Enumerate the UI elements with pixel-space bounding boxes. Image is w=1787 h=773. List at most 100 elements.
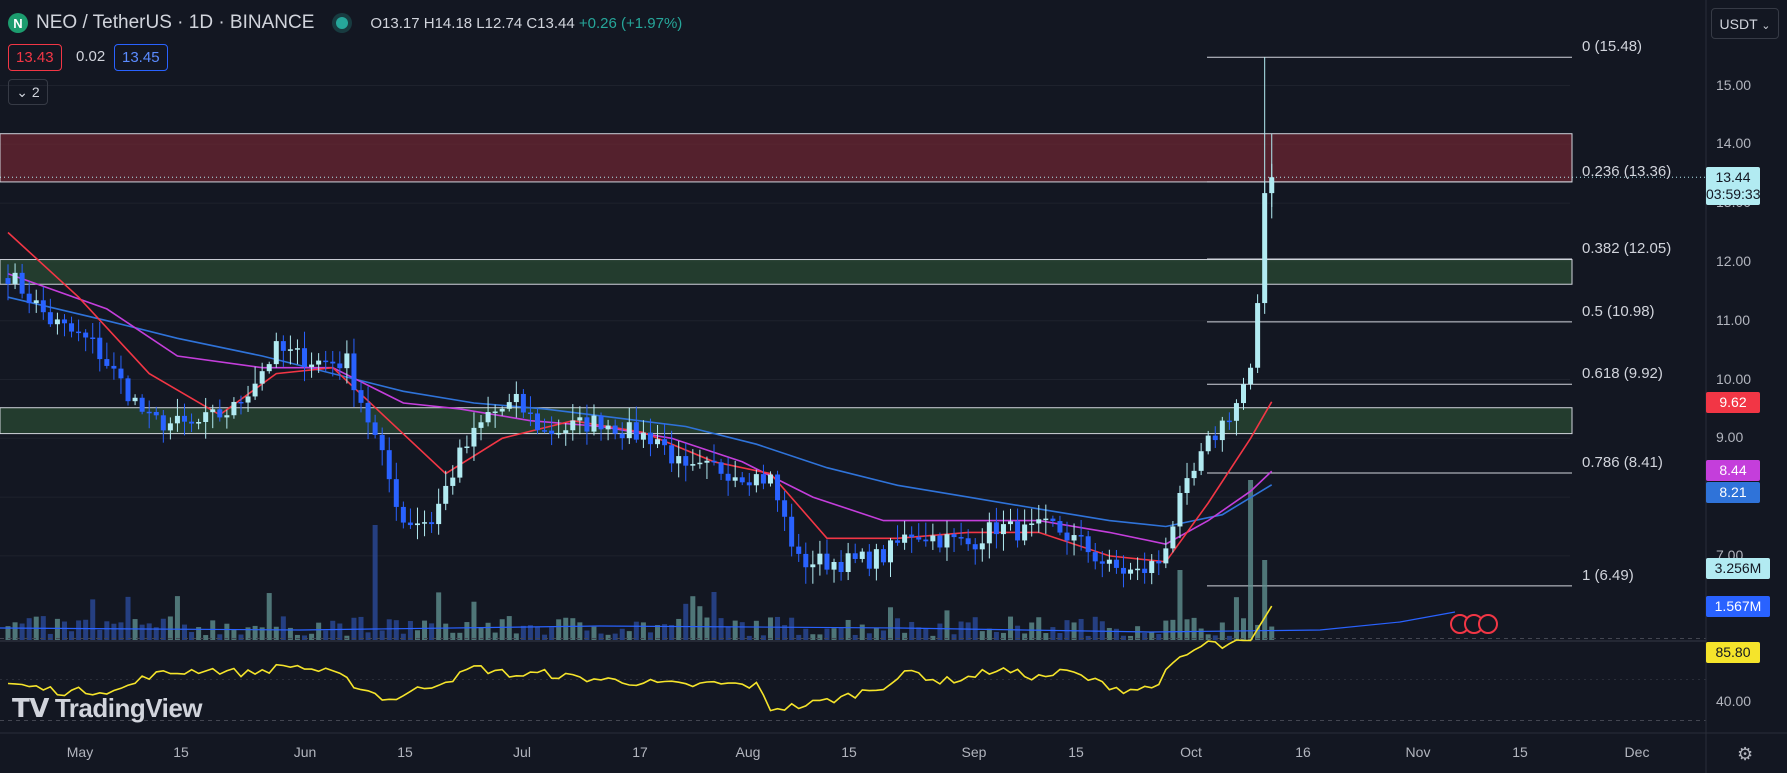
volume-bar [1085,635,1091,640]
candle-body [302,348,308,368]
candle-body [104,359,110,366]
volume-bar [471,601,477,640]
volume-bar [1113,628,1119,640]
volume-bar [478,627,484,640]
volume-bar [1050,627,1056,640]
candle-body [718,462,724,474]
candle-body [372,422,378,435]
time-tick-label: Dec [1624,744,1650,760]
ask-price-box[interactable]: 13.45 [114,44,168,71]
bar-countdown: 03:59:33 [1706,186,1761,202]
candle-body [796,546,802,554]
price-tick-label: 12.00 [1716,252,1752,269]
candle-body [12,272,18,284]
candle-body [323,360,329,363]
candle-body [513,393,519,403]
candle-body [167,423,173,431]
volume-bar [12,622,18,640]
candle-body [83,332,89,338]
volume-bar [1015,625,1021,640]
candle-body [210,409,216,413]
volume-bar [767,617,773,640]
candle-body [640,432,646,440]
volume-bar [1043,633,1049,640]
volume-bar [838,628,844,640]
volume-bar [1191,617,1197,640]
candle-body [287,349,293,351]
volume-bar [775,616,781,640]
candle-body [1142,568,1148,574]
candle-body [379,434,385,451]
bid-price-box[interactable]: 13.43 [8,44,62,71]
volume-bar [993,631,999,640]
volume-bar [676,618,682,640]
candle-body [746,482,752,486]
volume-bar [1022,633,1028,640]
candle-body [542,430,548,432]
volume-bar [570,618,576,640]
candle-body [1177,492,1183,527]
candle-body [1071,535,1077,541]
time-tick-label: Oct [1180,744,1202,760]
candle-body [1255,303,1261,368]
candle-body [196,422,202,424]
candle-body [775,474,781,501]
volume-bar [563,617,569,640]
volume-bar [499,619,505,640]
volume-bar [287,627,293,640]
candle-body [217,409,223,418]
volume-bar [902,632,908,640]
volume-bar [1078,618,1084,640]
volume-bar [1106,627,1112,640]
volume-bar [153,627,159,640]
indicator-collapse-button[interactable]: ⌄ 2 [8,79,48,105]
candle-body [1205,435,1211,452]
support-zone [0,259,1573,285]
candle-body [450,477,456,486]
brand-name: TradingView [54,693,203,723]
gear-icon[interactable]: ⚙ [1737,744,1754,764]
candle-body [824,553,830,570]
candle-body [930,535,936,542]
price-tick-label: 9.00 [1716,429,1744,446]
volume-bar [203,635,209,640]
candle-body [224,415,230,418]
volume-bar [577,622,583,640]
volume-bar [1262,560,1268,640]
volume-bar [224,623,230,640]
candle-body [69,323,75,332]
volume-bar [549,627,555,640]
symbol-title[interactable]: NEO / TetherUS · 1D · BINANCE [36,12,315,33]
volume-ma-line [0,611,1456,633]
volume-bar [1149,632,1155,640]
volume-bar [379,630,385,640]
candle-body [662,439,668,446]
candle-body [61,319,67,324]
candle-body [125,378,131,402]
volume-bar [1135,626,1141,640]
time-tick-label: 15 [841,744,857,760]
candle-body [280,341,286,351]
volume-bar [605,634,611,640]
candle-body [1248,367,1254,385]
candle-body [316,360,322,365]
volume-bar [612,633,618,640]
volume-bar [810,634,816,640]
candle-body [351,353,357,391]
volume-bar [26,618,32,640]
currency-selector[interactable]: USDT ⌄ [1711,8,1779,39]
ohlc-values: O13.17 H14.18 L12.74 C13.44 [370,14,575,32]
volume-bar [866,633,872,640]
volume-bar [429,623,435,640]
volume-bars [0,480,1498,640]
candle-body [457,447,463,478]
volume-bar [1233,597,1239,640]
candle-body [852,553,858,559]
volume-bar [1241,618,1246,640]
volume-bar [753,620,759,640]
volume-bar [414,630,420,640]
volume-bar [704,617,710,640]
time-tick-label: 15 [173,744,189,760]
price-tick-label: 15.00 [1716,76,1752,93]
